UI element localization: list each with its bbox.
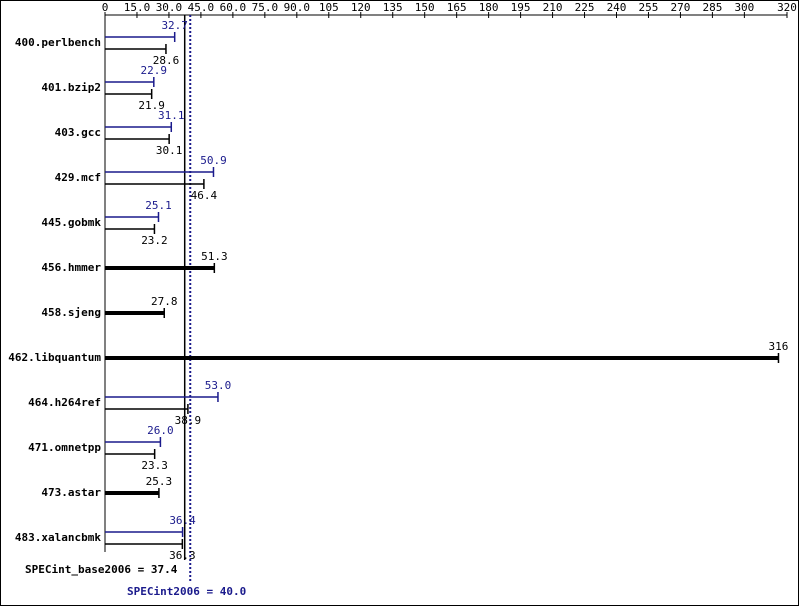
value-label: 36.3 [169,549,196,562]
category-label: 473.astar [41,486,101,499]
x-tick-label: 75.0 [252,1,279,14]
category-label: 445.gobmk [41,216,101,229]
value-label: 23.3 [141,459,168,472]
value-label: 28.6 [153,54,180,67]
category-label: 429.mcf [55,171,101,184]
category-label: 471.omnetpp [28,441,101,454]
value-label: 46.4 [191,189,218,202]
category-label: 400.perlbench [15,36,101,49]
x-tick-label: 180 [479,1,499,14]
x-tick-label: 150 [415,1,435,14]
x-tick-label: 120 [351,1,371,14]
value-label: 50.9 [200,154,227,167]
value-label: 31.1 [158,109,185,122]
x-tick-label: 45.0 [188,1,215,14]
value-label: 27.8 [151,295,178,308]
value-label: 53.0 [205,379,232,392]
reference-label: SPECint_base2006 = 37.4 [25,563,178,576]
value-label: 51.3 [201,250,228,263]
x-tick-label: 135 [383,1,403,14]
x-tick-label: 320 [777,1,797,14]
category-label: 401.bzip2 [41,81,101,94]
value-label: 32.7 [161,19,188,32]
value-label: 21.9 [138,99,165,112]
x-tick-label: 240 [607,1,627,14]
x-tick-label: 300 [734,1,754,14]
x-tick-label: 60.0 [220,1,247,14]
category-label: 456.hmmer [41,261,101,274]
category-label: 462.libquantum [8,351,101,364]
x-tick-label: 30.0 [156,1,183,14]
x-tick-label: 225 [575,1,595,14]
value-label: 25.3 [146,475,173,488]
value-label: 30.1 [156,144,183,157]
category-label: 464.h264ref [28,396,101,409]
category-label: 458.sjeng [41,306,101,319]
category-label: 403.gcc [55,126,101,139]
value-label: 23.2 [141,234,168,247]
x-tick-label: 165 [447,1,467,14]
x-tick-label: 15.0 [124,1,151,14]
x-tick-label: 270 [671,1,691,14]
value-label: 316 [769,340,789,353]
x-tick-label: 105 [319,1,339,14]
reference-label: SPECint2006 = 40.0 [127,585,246,598]
value-label: 26.0 [147,424,174,437]
x-tick-label: 285 [702,1,722,14]
value-label: 22.9 [141,64,168,77]
value-label: 38.9 [175,414,202,427]
value-label: 25.1 [145,199,172,212]
x-tick-label: 90.0 [284,1,311,14]
category-label: 483.xalancbmk [15,531,101,544]
x-tick-label: 255 [639,1,659,14]
value-label: 36.4 [169,514,196,527]
x-tick-label: 0 [102,1,109,14]
x-tick-label: 210 [543,1,563,14]
x-tick-label: 195 [511,1,531,14]
